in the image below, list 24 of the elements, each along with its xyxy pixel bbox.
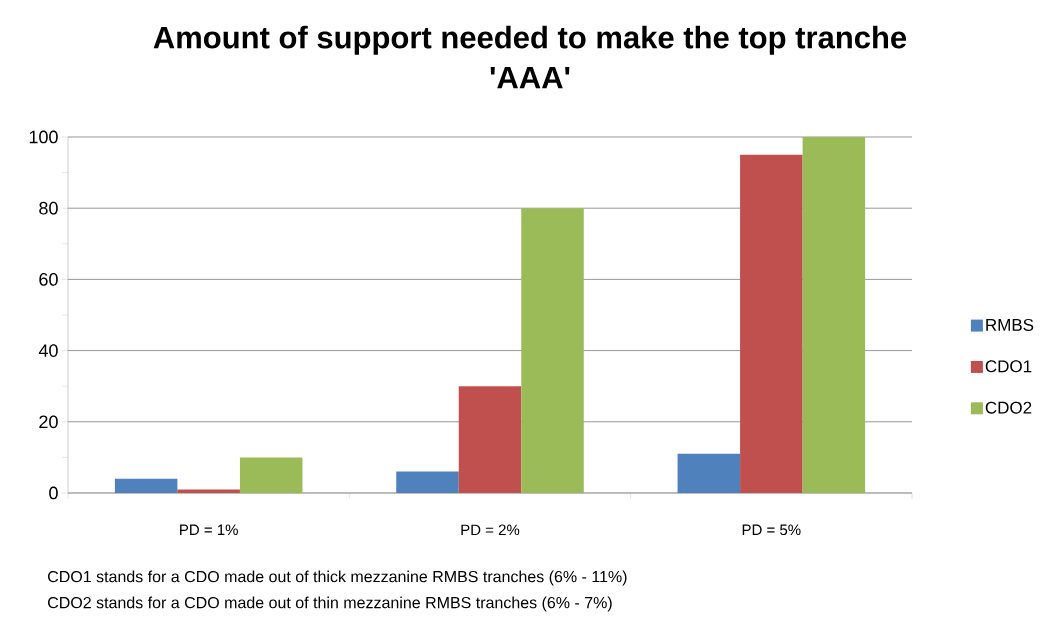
- bar: [740, 154, 803, 493]
- y-tick-label: 60: [39, 273, 58, 286]
- y-tick-label: 0: [49, 486, 58, 500]
- bar: [239, 457, 303, 493]
- bar: [177, 489, 240, 493]
- bar: [521, 208, 584, 493]
- bar: [677, 453, 741, 493]
- x-tick-label: PD = 5%: [742, 524, 801, 536]
- bar: [396, 471, 459, 493]
- legend-label: CDO2: [985, 401, 1032, 414]
- y-tick-label: 20: [39, 415, 58, 429]
- legend-label: CDO1: [985, 360, 1032, 373]
- y-tick-label: 80: [39, 201, 58, 215]
- text: CDO1 stands for a CDO made out of thick mezzanine RMBS tranches (6% - 11%): [48, 570, 627, 586]
- bar: [114, 478, 178, 493]
- bar: [458, 386, 522, 493]
- legend-label: RMBS: [986, 318, 1034, 331]
- y-tick-label: 100: [29, 130, 58, 144]
- bar: [802, 136, 866, 493]
- x-tick-label: PD = 1%: [180, 524, 238, 536]
- text: CDO2 stands for a CDO made out of thin mezzanine RMBS tranches (6% - 7%): [48, 596, 612, 612]
- chart-title: Amount of support needed to make the top tranche 'AAA': [153, 25, 907, 89]
- x-tick-label: PD = 2%: [461, 524, 520, 536]
- y-tick-label: 40: [38, 344, 58, 357]
